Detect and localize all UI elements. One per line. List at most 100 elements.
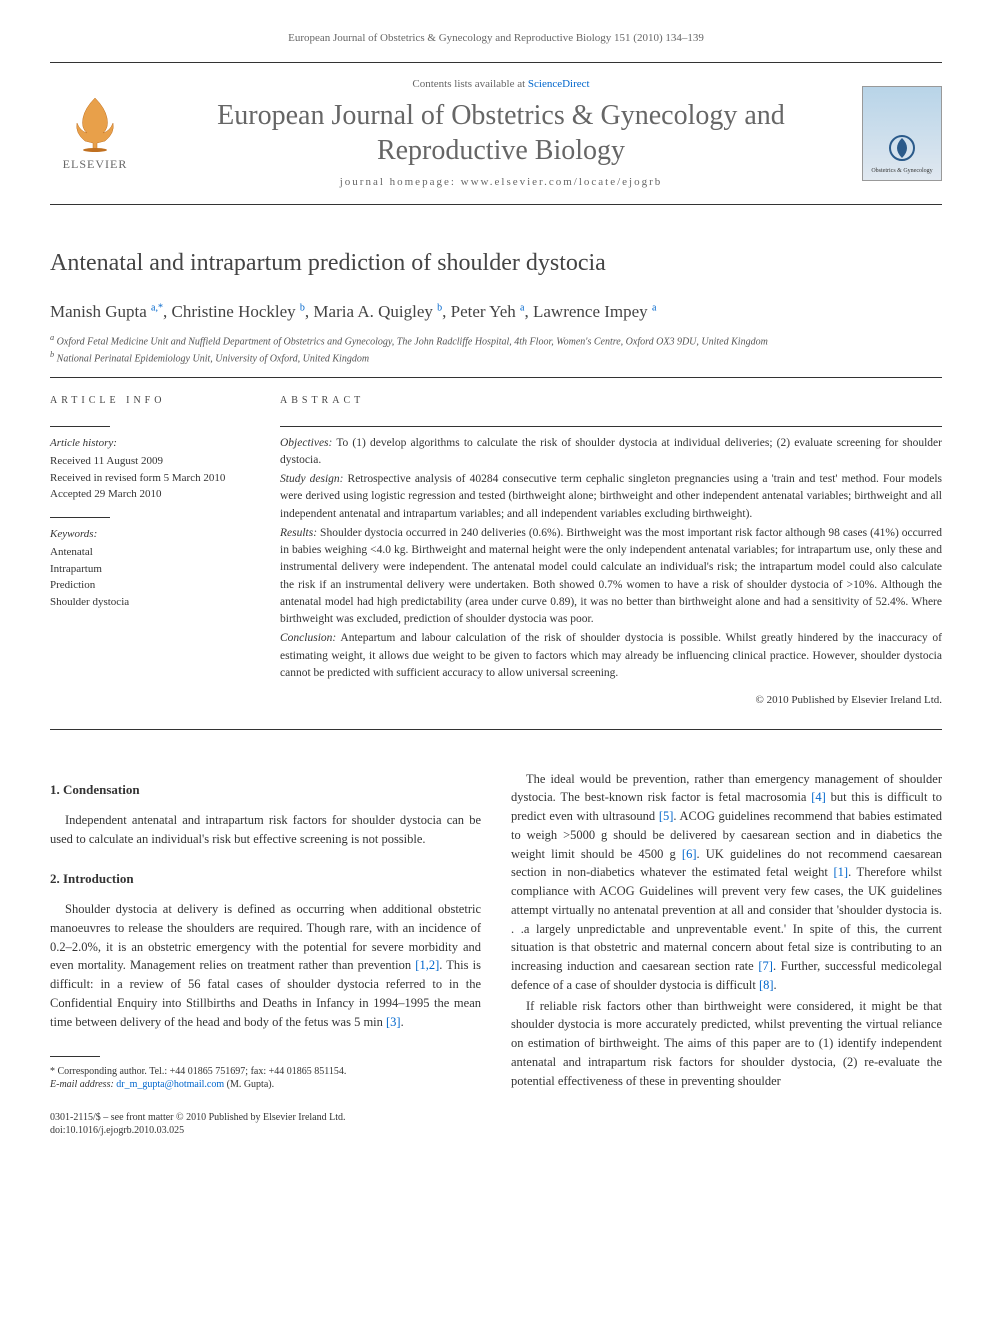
article-info: ARTICLE INFO Article history: Received 1… [50, 378, 260, 724]
publisher-logo-block: ELSEVIER [50, 93, 140, 173]
condensation-para: Independent antenatal and intrapartum ri… [50, 811, 481, 849]
citation-link[interactable]: [6] [682, 847, 697, 861]
body-columns: 1. Condensation Independent antenatal an… [50, 770, 942, 1138]
condensation-heading: 1. Condensation [50, 780, 481, 800]
affiliation-text: Oxford Fetal Medicine Unit and Nuffield … [57, 336, 768, 347]
history-received: Received 11 August 2009 [50, 453, 240, 470]
column-left: 1. Condensation Independent antenatal an… [50, 770, 481, 1138]
email-suffix: (M. Gupta). [224, 1079, 274, 1090]
doi-line: doi:10.1016/j.ejogrb.2010.03.025 [50, 1124, 481, 1137]
abstract: ABSTRACT Objectives: To (1) develop algo… [260, 378, 942, 724]
authors-line: Manish Gupta a,*, Christine Hockley b, M… [50, 299, 942, 325]
citation-link[interactable]: [8] [759, 978, 774, 992]
keyword: Antenatal [50, 544, 240, 561]
email-line: E-mail address: dr_m_gupta@hotmail.com (… [50, 1078, 481, 1091]
keyword: Shoulder dystocia [50, 594, 240, 611]
affiliation-b: b National Perinatal Epidemiology Unit, … [50, 349, 942, 366]
author-name: Maria A. Quigley [313, 302, 432, 321]
study-text: Retrospective analysis of 40284 consecut… [280, 473, 942, 520]
author: Maria A. Quigley b [313, 302, 442, 321]
contents-line: Contents lists available at ScienceDirec… [140, 76, 862, 93]
objectives-text: To (1) develop algorithms to calculate t… [280, 437, 942, 466]
citation-link[interactable]: [7] [758, 959, 773, 973]
history-label: Article history: [50, 435, 240, 452]
article-area: Antenatal and intrapartum prediction of … [50, 245, 942, 1138]
email-link[interactable]: dr_m_gupta@hotmail.com [116, 1079, 224, 1090]
info-rule-2 [50, 517, 110, 518]
affiliation-a: a Oxford Fetal Medicine Unit and Nuffiel… [50, 332, 942, 349]
author: Lawrence Impey a [533, 302, 656, 321]
elsevier-label: ELSEVIER [63, 155, 128, 173]
results-label: Results: [280, 527, 317, 539]
history-accepted: Accepted 29 March 2010 [50, 486, 240, 503]
author-sup: a,* [151, 302, 163, 313]
running-header: European Journal of Obstetrics & Gynecol… [50, 30, 942, 47]
info-rule-1 [50, 426, 110, 427]
rule-top [50, 62, 942, 63]
citation-link[interactable]: [1] [833, 865, 848, 879]
author-sup: a [520, 302, 524, 313]
citation-link[interactable]: [3] [386, 1015, 401, 1029]
article-title: Antenatal and intrapartum prediction of … [50, 245, 942, 281]
info-abstract-row: ARTICLE INFO Article history: Received 1… [50, 377, 942, 724]
masthead-center: Contents lists available at ScienceDirec… [140, 76, 862, 191]
introduction-heading: 2. Introduction [50, 869, 481, 889]
conclusion-label: Conclusion: [280, 632, 336, 644]
intro-para-1: Shoulder dystocia at delivery is defined… [50, 900, 481, 1031]
corresponding-line: * Corresponding author. Tel.: +44 01865 … [50, 1065, 481, 1078]
elsevier-tree-icon [65, 93, 125, 153]
intro-text-2e: . Therefore whilst compliance with ACOG … [511, 865, 942, 973]
contents-prefix: Contents lists available at [412, 78, 527, 90]
cover-text: Obstetrics & Gynecology [871, 167, 932, 176]
conclusion-text: Antepartum and labour calculation of the… [280, 632, 942, 679]
author-name: Manish Gupta [50, 302, 147, 321]
abstract-conclusion: Conclusion: Antepartum and labour calcul… [280, 630, 942, 682]
column-right: The ideal would be prevention, rather th… [511, 770, 942, 1138]
abstract-results: Results: Shoulder dystocia occurred in 2… [280, 525, 942, 629]
intro-text-1c: . [401, 1015, 404, 1029]
abstract-copyright: © 2010 Published by Elsevier Ireland Ltd… [280, 692, 942, 709]
intro-para-2: The ideal would be prevention, rather th… [511, 770, 942, 995]
history-revised: Received in revised form 5 March 2010 [50, 470, 240, 487]
footnote-rule [50, 1056, 100, 1057]
rule-abstract-bottom [50, 729, 942, 730]
cover-logo-icon [887, 133, 917, 163]
journal-name: European Journal of Obstetrics & Gynecol… [140, 98, 862, 168]
results-text: Shoulder dystocia occurred in 240 delive… [280, 527, 942, 625]
author: Christine Hockley b [172, 302, 305, 321]
citation-link[interactable]: [4] [811, 790, 826, 804]
author-name: Lawrence Impey [533, 302, 648, 321]
rule-masthead-bottom [50, 204, 942, 205]
copyright-block: 0301-2115/$ – see front matter © 2010 Pu… [50, 1111, 481, 1137]
author: Peter Yeh a [451, 302, 525, 321]
keyword: Prediction [50, 577, 240, 594]
sciencedirect-link[interactable]: ScienceDirect [528, 78, 590, 90]
objectives-label: Objectives: [280, 437, 332, 449]
author-sup: a [652, 302, 656, 313]
keywords-label: Keywords: [50, 526, 240, 543]
abstract-rule [280, 426, 942, 427]
copyright-line-1: 0301-2115/$ – see front matter © 2010 Pu… [50, 1111, 481, 1124]
intro-text-2g: . [774, 978, 777, 992]
intro-para-3: If reliable risk factors other than birt… [511, 997, 942, 1091]
author: Manish Gupta a,* [50, 302, 163, 321]
info-heading: ARTICLE INFO [50, 393, 240, 408]
citation-link[interactable]: [5] [659, 809, 674, 823]
affiliations: a Oxford Fetal Medicine Unit and Nuffiel… [50, 332, 942, 367]
masthead: ELSEVIER Contents lists available at Sci… [50, 68, 942, 199]
email-label: E-mail address: [50, 1079, 114, 1090]
keyword: Intrapartum [50, 561, 240, 578]
abstract-objectives: Objectives: To (1) develop algorithms to… [280, 435, 942, 470]
author-sup: b [300, 302, 305, 313]
abstract-heading: ABSTRACT [280, 393, 942, 408]
study-label: Study design: [280, 473, 343, 485]
abstract-study: Study design: Retrospective analysis of … [280, 471, 942, 523]
citation-link[interactable]: [1,2] [415, 958, 439, 972]
author-sup: b [437, 302, 442, 313]
author-name: Christine Hockley [172, 302, 296, 321]
corresponding-footnote: * Corresponding author. Tel.: +44 01865 … [50, 1065, 481, 1091]
affiliation-text: National Perinatal Epidemiology Unit, Un… [57, 354, 369, 365]
author-name: Peter Yeh [451, 302, 516, 321]
journal-cover-thumb: Obstetrics & Gynecology [862, 86, 942, 181]
homepage-line: journal homepage: www.elsevier.com/locat… [140, 174, 862, 191]
